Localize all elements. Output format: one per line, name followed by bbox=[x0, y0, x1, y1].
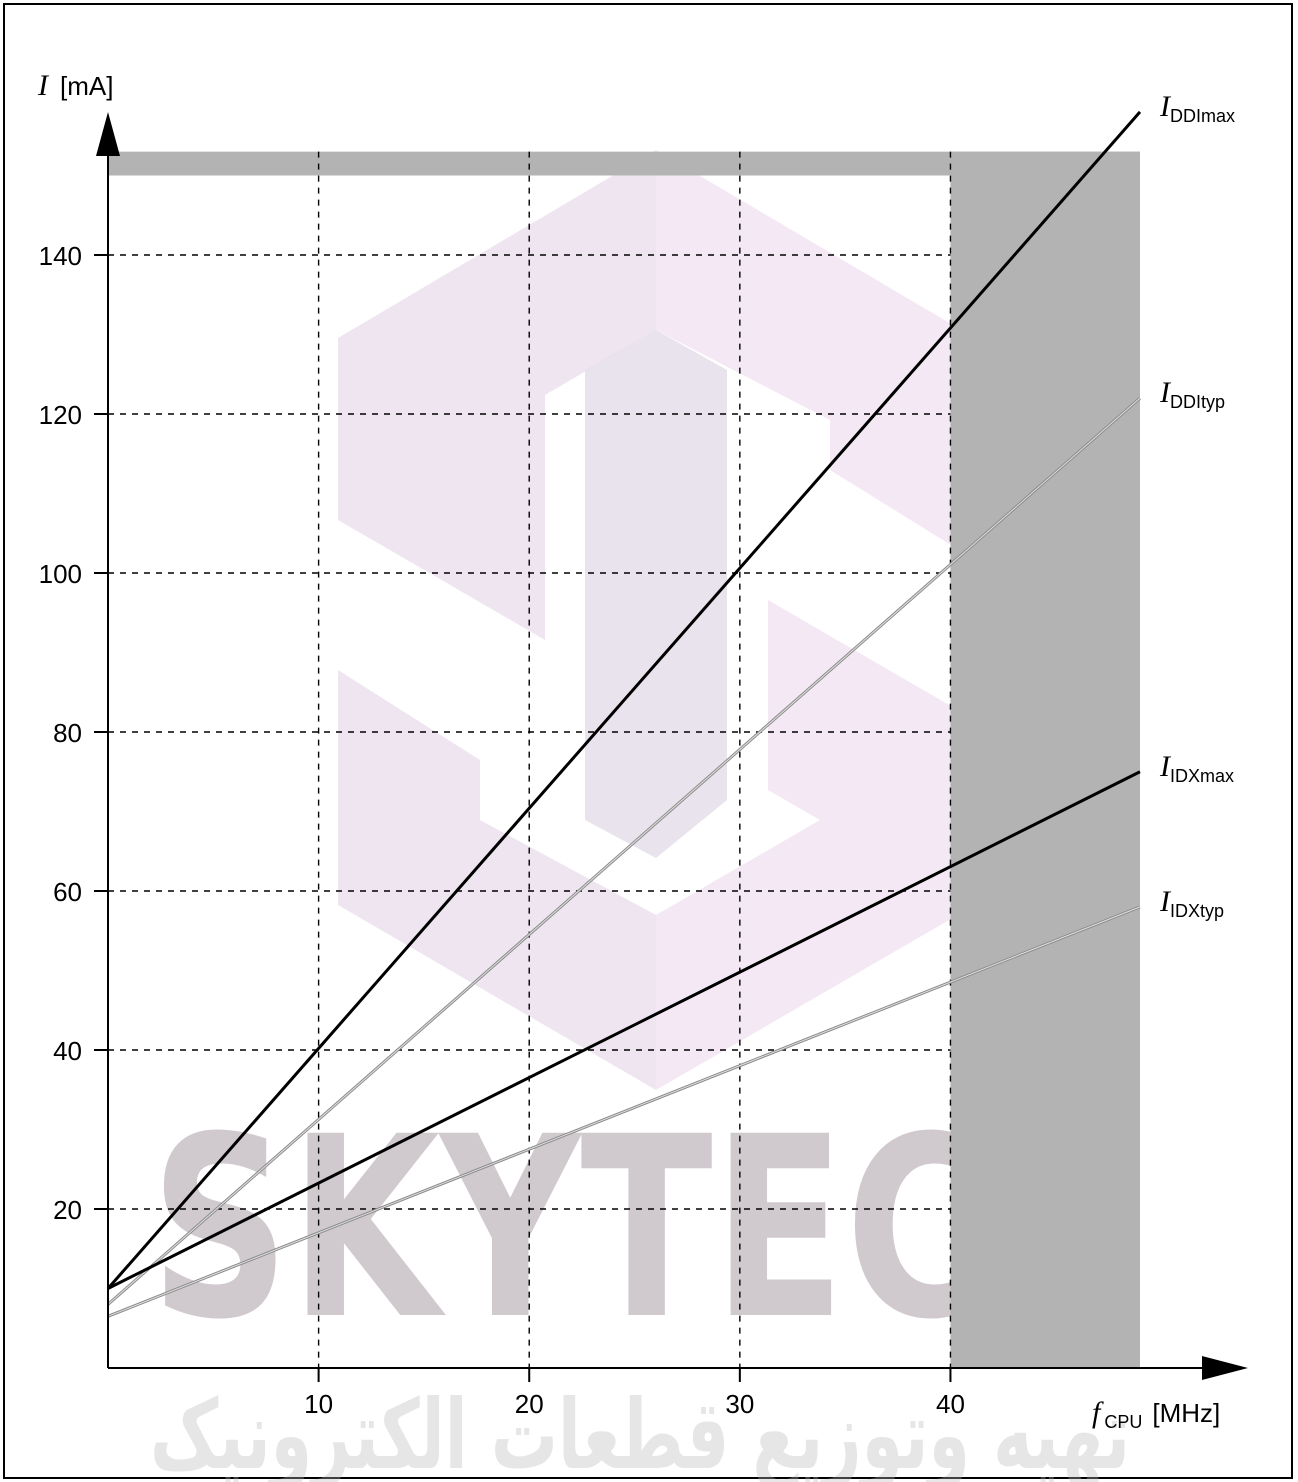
series-line-highlight-DDItyp bbox=[107, 397, 1141, 1305]
x-tick-label-40: 40 bbox=[936, 1389, 965, 1419]
series-line-IDXmax bbox=[107, 770, 1141, 1290]
series-label-symbol: I bbox=[1159, 376, 1172, 409]
shaded-region-1 bbox=[950, 151, 1140, 1368]
y-axis-symbol: I bbox=[37, 69, 50, 102]
series-label-subscript: IDXtyp bbox=[1170, 901, 1224, 921]
x-axis-subscript: CPU bbox=[1104, 1412, 1142, 1432]
watermark-logo-shape-right bbox=[656, 150, 975, 560]
y-tick-label-20: 20 bbox=[53, 1195, 82, 1225]
shaded-regions bbox=[108, 151, 1140, 1368]
y-tick-label-40: 40 bbox=[53, 1036, 82, 1066]
x-tick-label-20: 20 bbox=[515, 1389, 544, 1419]
series-label-DDImax: IDDImax bbox=[1159, 90, 1235, 126]
series-label-subscript: IDXmax bbox=[1170, 766, 1234, 786]
y-axis-unit: [mA] bbox=[60, 71, 113, 101]
x-axis-title: f CPU [MHz] bbox=[1092, 1396, 1220, 1432]
axes bbox=[94, 112, 1248, 1382]
y-tick-label-60: 60 bbox=[53, 877, 82, 907]
watermark-logo-shape-bottom-left bbox=[338, 670, 656, 1090]
series-label-subscript: DDItyp bbox=[1170, 392, 1225, 412]
series-label-IDXmax: IIDXmax bbox=[1159, 750, 1234, 786]
watermark-subtext: تهیه وتوزیع قطعات الکترونیک bbox=[150, 1379, 1130, 1482]
figure-frame bbox=[3, 3, 1293, 1479]
x-axis-unit: [MHz] bbox=[1152, 1398, 1220, 1428]
series-label-DDItyp: IDDItyp bbox=[1159, 376, 1225, 412]
tick-labels: 20 40 60 80 100 120 140 10 20 30 40 bbox=[39, 241, 965, 1419]
series-label-IDXtyp: IIDXtyp bbox=[1159, 885, 1224, 921]
y-tick-label-120: 120 bbox=[39, 400, 82, 430]
y-axis-arrow-icon bbox=[96, 112, 120, 156]
series bbox=[106, 110, 1142, 1318]
series-label-subscript: DDImax bbox=[1170, 106, 1235, 126]
watermark-logo-shape-bottom-right bbox=[656, 600, 975, 1090]
x-tick-label-30: 30 bbox=[725, 1389, 754, 1419]
series-line-highlight-IDXtyp bbox=[107, 906, 1141, 1317]
x-tick-label-10: 10 bbox=[304, 1389, 333, 1419]
watermark-logo-shape-left bbox=[338, 150, 656, 640]
x-axis-arrow-icon bbox=[1202, 1356, 1248, 1380]
y-tick-label-80: 80 bbox=[53, 718, 82, 748]
series-label-symbol: I bbox=[1159, 90, 1172, 123]
grid bbox=[108, 151, 952, 1368]
series-line-DDImax bbox=[106, 110, 1142, 1290]
y-axis-title: I [mA] bbox=[37, 69, 113, 102]
shaded-region-2 bbox=[108, 151, 1140, 176]
watermark-logo-shape-center bbox=[585, 330, 727, 858]
series-label-symbol: I bbox=[1159, 885, 1172, 918]
series-label-symbol: I bbox=[1159, 750, 1172, 783]
y-tick-label-140: 140 bbox=[39, 241, 82, 271]
y-tick-label-100: 100 bbox=[39, 559, 82, 589]
